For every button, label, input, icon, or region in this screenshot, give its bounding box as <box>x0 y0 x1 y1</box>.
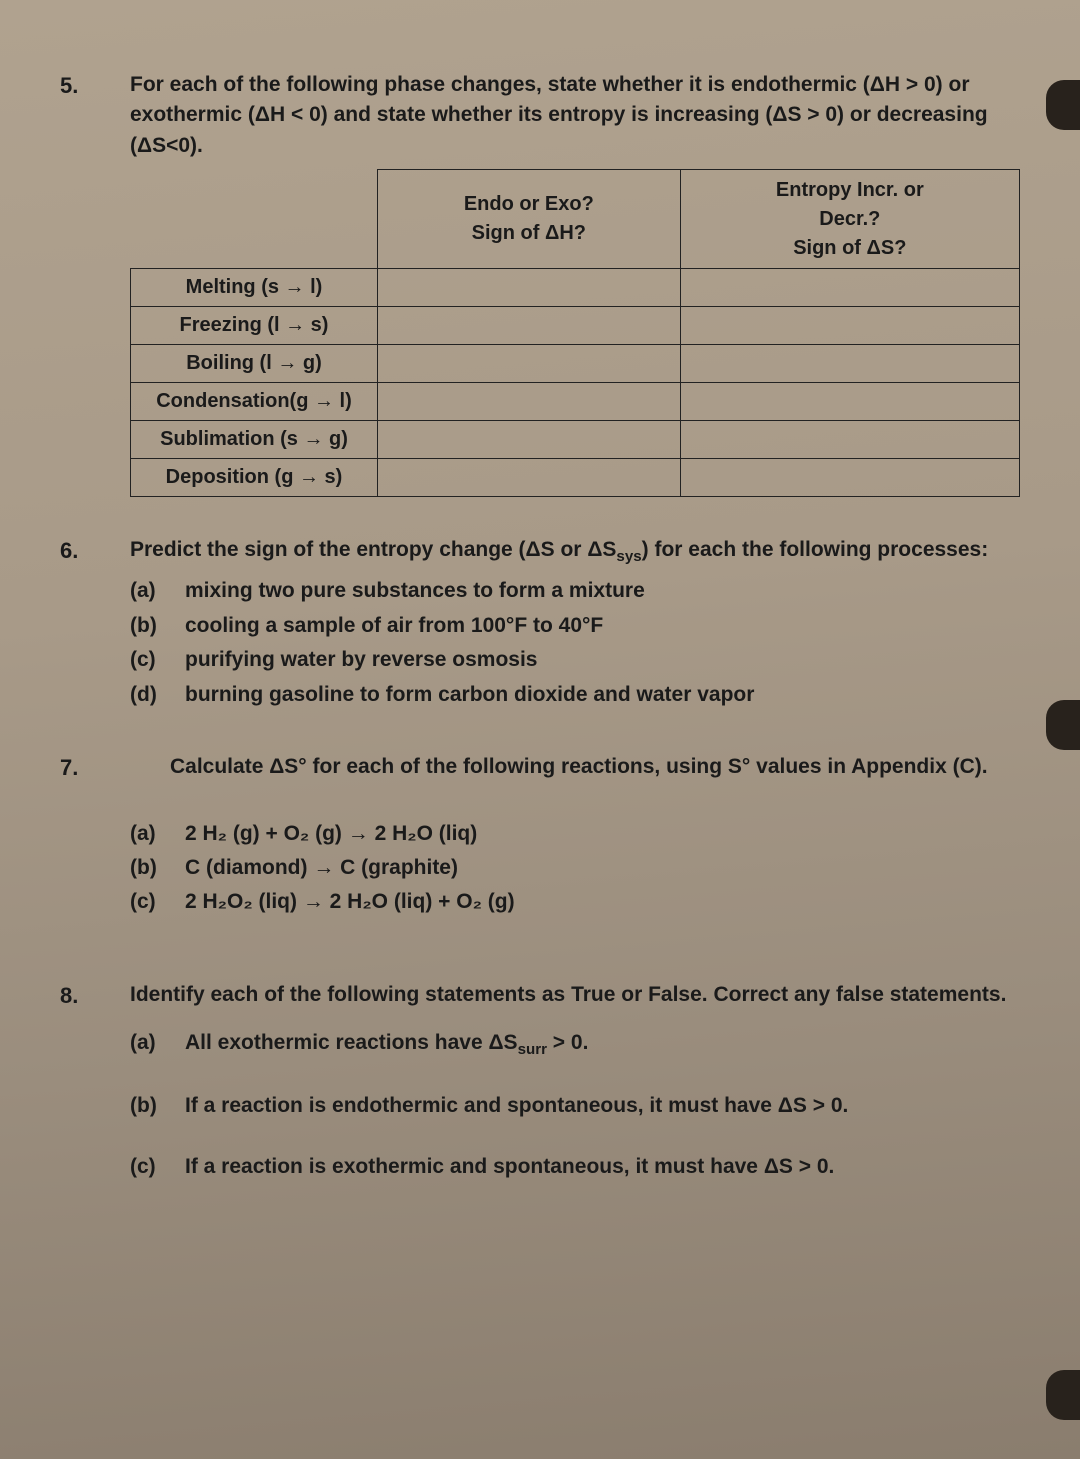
table-row: Condensation(g → l) <box>131 383 1020 421</box>
sub-label: (c) <box>130 887 185 917</box>
question-5: 5. For each of the following phase chang… <box>60 70 1020 497</box>
question-number: 6. <box>60 535 130 714</box>
blank-cell <box>378 459 681 497</box>
table-header-enthalpy: Endo or Exo? Sign of ΔH? <box>378 170 681 269</box>
sub-item-c: (c)2 H₂O₂ (liq) → 2 H₂O (liq) + O₂ (g) <box>130 887 1020 917</box>
table-row: Boiling (l → g) <box>131 345 1020 383</box>
question-prompt: Identify each of the following statement… <box>130 980 1020 1010</box>
worksheet-page: 5. For each of the following phase chang… <box>0 0 1080 1459</box>
blank-cell <box>680 345 1019 383</box>
header-line: Sign of ΔS? <box>689 234 1011 263</box>
sub-label: (a) <box>130 1028 185 1061</box>
sub-list: (a)mixing two pure substances to form a … <box>130 576 1020 710</box>
binder-hole <box>1046 1370 1080 1420</box>
sub-text: mixing two pure substances to form a mix… <box>185 576 1020 606</box>
table-row: Melting (s → l) <box>131 269 1020 307</box>
sub-item-b: (b)C (diamond) → C (graphite) <box>130 853 1020 883</box>
question-8: 8. Identify each of the following statem… <box>60 980 1020 1212</box>
sub-text: 2 H₂O₂ (liq) → 2 H₂O (liq) + O₂ (g) <box>185 887 1020 917</box>
sub-item-a: (a)All exothermic reactions have ΔSsurr … <box>130 1028 1020 1061</box>
sub-item-c: (c)If a reaction is exothermic and spont… <box>130 1152 1020 1182</box>
sub-text: All exothermic reactions have ΔSsurr > 0… <box>185 1028 1020 1061</box>
sub-list: (a)2 H₂ (g) + O₂ (g) → 2 H₂O (liq) (b)C … <box>130 819 1020 918</box>
question-body: Predict the sign of the entropy change (… <box>130 535 1020 714</box>
sub-item-a: (a)2 H₂ (g) + O₂ (g) → 2 H₂O (liq) <box>130 819 1020 849</box>
row-label: Condensation(g → l) <box>131 383 378 421</box>
sub-text: 2 H₂ (g) + O₂ (g) → 2 H₂O (liq) <box>185 819 1020 849</box>
table-row: Sublimation (s → g) <box>131 421 1020 459</box>
blank-cell <box>680 459 1019 497</box>
sub-item-c: (c)purifying water by reverse osmosis <box>130 645 1020 675</box>
question-number: 7. <box>60 752 130 922</box>
sub-label: (b) <box>130 611 185 641</box>
sub-text: burning gasoline to form carbon dioxide … <box>185 680 1020 710</box>
sub-text: If a reaction is endothermic and spontan… <box>185 1091 1020 1121</box>
question-body: Calculate ΔS° for each of the following … <box>130 752 1020 922</box>
table-row: Freezing (l → s) <box>131 307 1020 345</box>
blank-cell <box>378 383 681 421</box>
sub-text: If a reaction is exothermic and spontane… <box>185 1152 1020 1182</box>
table-header-entropy: Entropy Incr. or Decr.? Sign of ΔS? <box>680 170 1019 269</box>
question-number: 5. <box>60 70 130 497</box>
sub-label: (b) <box>130 853 185 883</box>
question-7: 7. Calculate ΔS° for each of the followi… <box>60 752 1020 922</box>
sub-label: (a) <box>130 576 185 606</box>
sub-label: (d) <box>130 680 185 710</box>
sub-item-b: (b)cooling a sample of air from 100°F to… <box>130 611 1020 641</box>
table-corner-blank <box>131 170 378 269</box>
sub-item-a: (a)mixing two pure substances to form a … <box>130 576 1020 606</box>
question-number: 8. <box>60 980 130 1212</box>
row-label: Boiling (l → g) <box>131 345 378 383</box>
row-label: Deposition (g → s) <box>131 459 378 497</box>
question-prompt: For each of the following phase changes,… <box>130 70 1020 161</box>
blank-cell <box>378 345 681 383</box>
blank-cell <box>378 307 681 345</box>
sub-item-b: (b)If a reaction is endothermic and spon… <box>130 1091 1020 1121</box>
question-body: For each of the following phase changes,… <box>130 70 1020 497</box>
question-body: Identify each of the following statement… <box>130 980 1020 1212</box>
sub-text: purifying water by reverse osmosis <box>185 645 1020 675</box>
header-line: Entropy Incr. or <box>689 176 1011 205</box>
sub-text: C (diamond) → C (graphite) <box>185 853 1020 883</box>
sub-label: (c) <box>130 1152 185 1182</box>
blank-cell <box>680 269 1019 307</box>
row-label: Freezing (l → s) <box>131 307 378 345</box>
row-label: Melting (s → l) <box>131 269 378 307</box>
binder-hole <box>1046 700 1080 750</box>
sub-item-d: (d)burning gasoline to form carbon dioxi… <box>130 680 1020 710</box>
blank-cell <box>378 269 681 307</box>
sub-label: (a) <box>130 819 185 849</box>
blank-cell <box>680 307 1019 345</box>
sub-text: cooling a sample of air from 100°F to 40… <box>185 611 1020 641</box>
header-line: Endo or Exo? <box>386 190 672 219</box>
sub-label: (b) <box>130 1091 185 1121</box>
question-6: 6. Predict the sign of the entropy chang… <box>60 535 1020 714</box>
sub-label: (c) <box>130 645 185 675</box>
table-row: Deposition (g → s) <box>131 459 1020 497</box>
header-line: Sign of ΔH? <box>386 219 672 248</box>
header-line: Decr.? <box>689 205 1011 234</box>
question-prompt: Predict the sign of the entropy change (… <box>130 535 1020 568</box>
blank-cell <box>378 421 681 459</box>
phase-change-table: Endo or Exo? Sign of ΔH? Entropy Incr. o… <box>130 169 1020 497</box>
blank-cell <box>680 383 1019 421</box>
row-label: Sublimation (s → g) <box>131 421 378 459</box>
sub-list: (a)All exothermic reactions have ΔSsurr … <box>130 1028 1020 1182</box>
binder-hole <box>1046 80 1080 130</box>
blank-cell <box>680 421 1019 459</box>
question-prompt: Calculate ΔS° for each of the following … <box>170 752 1020 782</box>
